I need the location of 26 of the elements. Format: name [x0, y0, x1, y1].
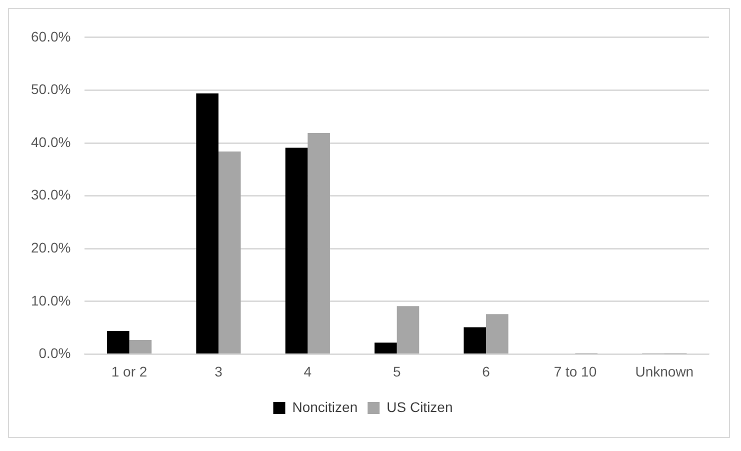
bar — [106, 330, 130, 354]
bar — [196, 93, 218, 354]
y-tick-label: 40.0% — [30, 134, 71, 150]
x-tick-label: 6 — [482, 363, 490, 380]
x-tick-label: 5 — [392, 363, 401, 380]
y-tick-label: 0.0% — [38, 345, 71, 362]
bar — [374, 342, 397, 354]
legend-label: Noncitizen — [292, 398, 358, 415]
y-tick-label: 60.0% — [30, 28, 71, 44]
bar — [464, 327, 486, 354]
bar — [129, 340, 152, 354]
x-tick-label: 3 — [214, 363, 223, 380]
bar — [308, 132, 330, 354]
x-tick-label: 1 or 2 — [111, 363, 148, 380]
y-tick-label: 20.0% — [30, 239, 71, 256]
y-tick-label: 30.0% — [30, 186, 71, 203]
x-tick-label: 7 to 10 — [554, 363, 597, 380]
bar — [218, 151, 241, 354]
legend-label: US Citizen — [386, 398, 453, 415]
x-tick-label: 4 — [304, 363, 312, 380]
y-tick-label: 50.0% — [30, 81, 71, 98]
bar — [396, 306, 420, 354]
y-tick-label: 10.0% — [30, 292, 71, 308]
bar — [486, 314, 508, 354]
x-tick-label: Unknown — [635, 363, 694, 380]
bar — [285, 148, 308, 354]
